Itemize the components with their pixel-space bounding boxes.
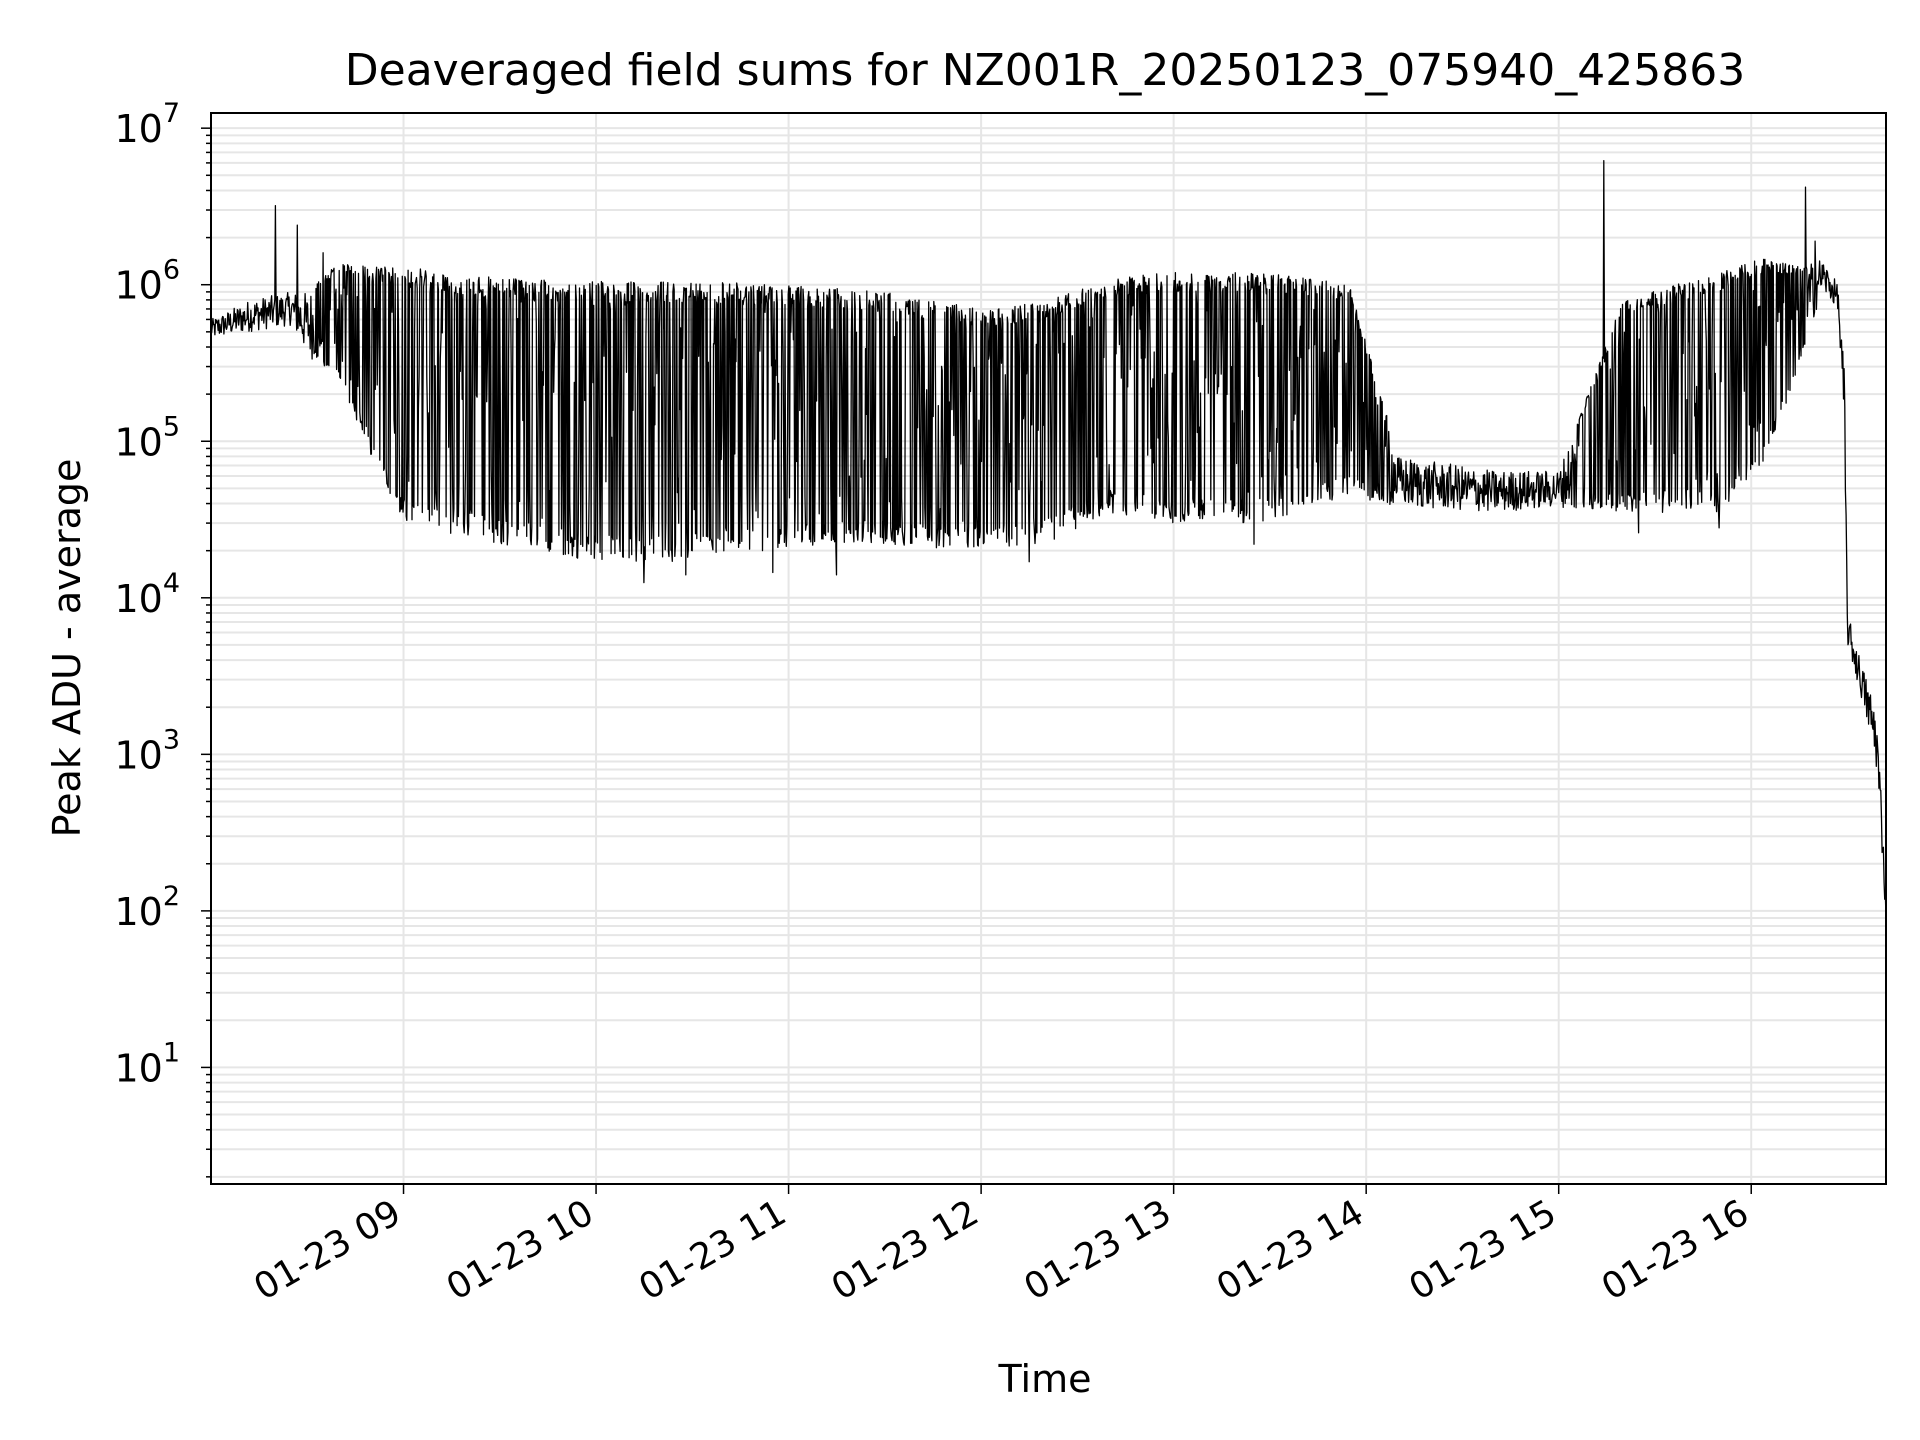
series-line — [210, 160, 1887, 922]
y-tick-label-base: 10 — [114, 1046, 162, 1090]
y-tick-label-exponent: 3 — [163, 724, 180, 755]
plot-frame — [210, 112, 1887, 1185]
y-tick-label-exponent: 7 — [163, 98, 180, 129]
y-tick-label: 105 — [114, 411, 180, 464]
series-layer — [210, 160, 1887, 922]
y-tick-label-exponent: 5 — [163, 411, 180, 442]
y-axis-label: Peak ADU - average — [45, 459, 89, 838]
y-tick-label: 106 — [114, 255, 180, 308]
y-tick-label-base: 10 — [114, 733, 162, 777]
y-tick-label-exponent: 6 — [163, 255, 180, 286]
y-tick-label-base: 10 — [114, 577, 162, 621]
y-tick-label-exponent: 1 — [163, 1037, 180, 1068]
y-tick-label-base: 10 — [114, 107, 162, 151]
y-tick-label-base: 10 — [114, 420, 162, 464]
y-tick-label-base: 10 — [114, 264, 162, 308]
y-tick-label-exponent: 2 — [163, 881, 180, 912]
y-tick-label: 107 — [114, 98, 180, 151]
y-tick-label-exponent: 4 — [163, 568, 180, 599]
y-tick-label: 104 — [114, 568, 180, 621]
x-axis-label: Time — [998, 1357, 1092, 1401]
y-tick-label-base: 10 — [114, 890, 162, 934]
chart-title: Deaveraged field sums for NZ001R_2025012… — [345, 45, 1745, 96]
y-tick-label: 102 — [114, 881, 180, 934]
y-tick-label: 103 — [114, 724, 180, 777]
y-tick-label: 101 — [114, 1037, 180, 1090]
